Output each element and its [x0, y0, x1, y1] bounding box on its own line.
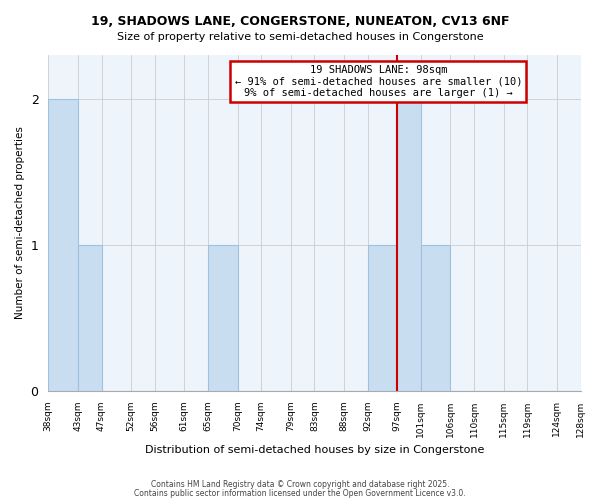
Text: Contains public sector information licensed under the Open Government Licence v3: Contains public sector information licen…	[134, 488, 466, 498]
Text: 19 SHADOWS LANE: 98sqm
← 91% of semi-detached houses are smaller (10)
9% of semi: 19 SHADOWS LANE: 98sqm ← 91% of semi-det…	[235, 65, 522, 98]
Bar	[421, 244, 451, 390]
Bar	[368, 244, 397, 390]
Y-axis label: Number of semi-detached properties: Number of semi-detached properties	[15, 126, 25, 319]
Bar	[208, 244, 238, 390]
X-axis label: Distribution of semi-detached houses by size in Congerstone: Distribution of semi-detached houses by …	[145, 445, 484, 455]
Text: Size of property relative to semi-detached houses in Congerstone: Size of property relative to semi-detach…	[116, 32, 484, 42]
Bar	[78, 244, 101, 390]
Bar	[397, 99, 421, 390]
Bar	[48, 99, 78, 390]
Text: 19, SHADOWS LANE, CONGERSTONE, NUNEATON, CV13 6NF: 19, SHADOWS LANE, CONGERSTONE, NUNEATON,…	[91, 15, 509, 28]
Text: Contains HM Land Registry data © Crown copyright and database right 2025.: Contains HM Land Registry data © Crown c…	[151, 480, 449, 489]
Bar	[581, 244, 600, 390]
